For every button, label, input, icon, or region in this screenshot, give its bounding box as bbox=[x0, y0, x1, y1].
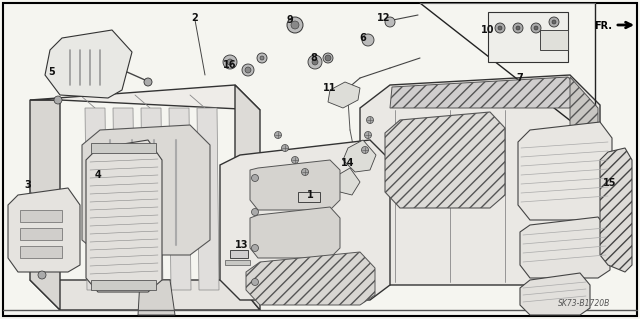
Polygon shape bbox=[235, 85, 260, 310]
Bar bbox=[488, 12, 568, 62]
Circle shape bbox=[325, 55, 331, 61]
Text: 1: 1 bbox=[307, 190, 314, 200]
Polygon shape bbox=[250, 160, 340, 210]
Polygon shape bbox=[30, 280, 260, 310]
Bar bbox=[230, 250, 248, 258]
Polygon shape bbox=[220, 140, 390, 300]
Polygon shape bbox=[332, 168, 360, 195]
Polygon shape bbox=[8, 188, 80, 272]
Polygon shape bbox=[518, 122, 612, 220]
Polygon shape bbox=[250, 207, 340, 258]
Circle shape bbox=[362, 34, 374, 46]
Circle shape bbox=[252, 278, 259, 286]
Circle shape bbox=[275, 131, 282, 138]
Circle shape bbox=[291, 21, 299, 29]
Text: 5: 5 bbox=[49, 67, 56, 77]
Circle shape bbox=[242, 64, 254, 76]
Text: 15: 15 bbox=[604, 178, 617, 188]
Polygon shape bbox=[141, 108, 163, 290]
Circle shape bbox=[257, 53, 267, 63]
Polygon shape bbox=[520, 273, 590, 315]
Circle shape bbox=[495, 23, 505, 33]
Text: 7: 7 bbox=[516, 73, 524, 83]
Circle shape bbox=[301, 168, 308, 175]
Circle shape bbox=[252, 174, 259, 182]
Circle shape bbox=[516, 26, 520, 30]
Circle shape bbox=[291, 157, 298, 164]
Text: 13: 13 bbox=[236, 240, 249, 250]
Circle shape bbox=[498, 26, 502, 30]
Text: 12: 12 bbox=[377, 13, 391, 23]
Circle shape bbox=[245, 67, 251, 73]
Circle shape bbox=[227, 59, 233, 65]
Circle shape bbox=[282, 145, 289, 152]
Bar bbox=[20, 228, 62, 240]
Circle shape bbox=[252, 209, 259, 216]
Polygon shape bbox=[390, 77, 595, 108]
Polygon shape bbox=[385, 112, 505, 208]
Bar bbox=[298, 192, 320, 202]
Circle shape bbox=[531, 23, 541, 33]
Circle shape bbox=[252, 244, 259, 251]
Text: 11: 11 bbox=[323, 83, 337, 93]
Text: FR.: FR. bbox=[594, 21, 612, 31]
Text: 9: 9 bbox=[287, 15, 293, 25]
Polygon shape bbox=[85, 108, 107, 290]
Circle shape bbox=[367, 116, 374, 123]
Circle shape bbox=[534, 26, 538, 30]
Polygon shape bbox=[86, 140, 162, 292]
Polygon shape bbox=[360, 75, 600, 285]
Circle shape bbox=[144, 78, 152, 86]
Circle shape bbox=[549, 17, 559, 27]
Bar bbox=[225, 260, 250, 265]
Polygon shape bbox=[138, 280, 175, 315]
Polygon shape bbox=[113, 108, 135, 290]
Circle shape bbox=[385, 17, 395, 27]
Circle shape bbox=[54, 96, 62, 104]
Circle shape bbox=[552, 20, 556, 24]
Polygon shape bbox=[197, 108, 219, 290]
Bar bbox=[20, 210, 62, 222]
Circle shape bbox=[38, 271, 46, 279]
Bar bbox=[20, 246, 62, 258]
Circle shape bbox=[362, 146, 369, 153]
Polygon shape bbox=[570, 77, 598, 285]
Circle shape bbox=[513, 23, 523, 33]
Bar bbox=[91, 143, 156, 153]
Circle shape bbox=[365, 131, 371, 138]
Polygon shape bbox=[45, 30, 132, 98]
Polygon shape bbox=[246, 252, 375, 305]
Text: 2: 2 bbox=[191, 13, 198, 23]
Bar bbox=[540, 30, 568, 50]
Polygon shape bbox=[30, 100, 60, 310]
Polygon shape bbox=[82, 125, 210, 255]
Text: 8: 8 bbox=[310, 53, 317, 63]
Circle shape bbox=[323, 53, 333, 63]
Text: 6: 6 bbox=[360, 33, 366, 43]
Text: 10: 10 bbox=[481, 25, 495, 35]
Circle shape bbox=[308, 55, 322, 69]
Polygon shape bbox=[600, 148, 632, 272]
Polygon shape bbox=[520, 217, 610, 278]
Circle shape bbox=[287, 17, 303, 33]
Polygon shape bbox=[343, 140, 376, 172]
Text: 3: 3 bbox=[24, 180, 31, 190]
Circle shape bbox=[223, 55, 237, 69]
Polygon shape bbox=[30, 85, 260, 110]
Polygon shape bbox=[169, 108, 191, 290]
Circle shape bbox=[260, 56, 264, 60]
Bar bbox=[91, 280, 156, 290]
Circle shape bbox=[312, 59, 318, 65]
Text: 4: 4 bbox=[95, 170, 101, 180]
Text: SK73-B1720B: SK73-B1720B bbox=[558, 300, 611, 308]
Text: 16: 16 bbox=[223, 60, 237, 70]
Text: 14: 14 bbox=[341, 158, 355, 168]
Polygon shape bbox=[328, 82, 360, 108]
